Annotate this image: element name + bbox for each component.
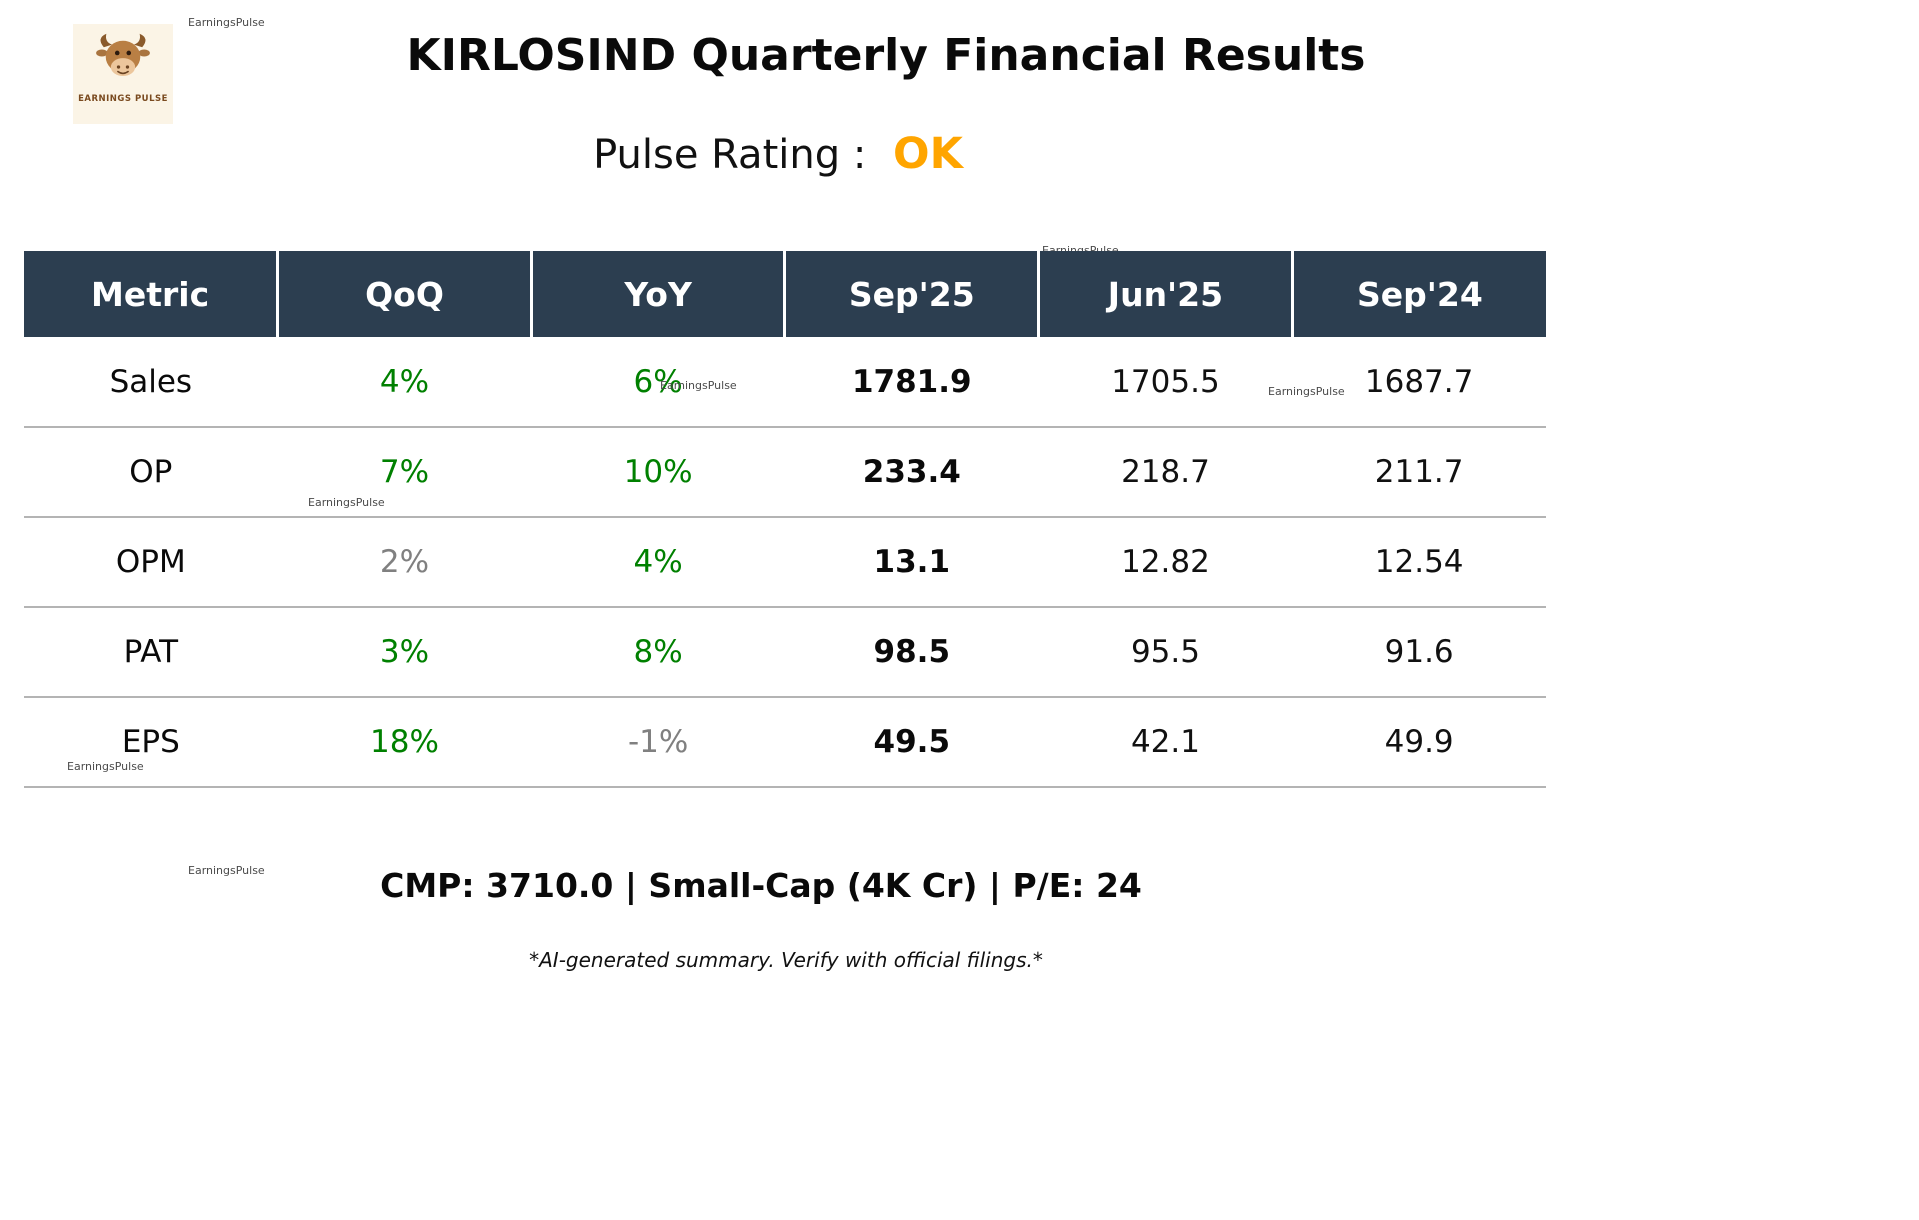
column-header-qoq: QoQ — [276, 251, 532, 337]
jun25-cell: 218.7 — [1038, 427, 1293, 518]
table-row-sales: Sales 4% 6% 1781.9 1705.5 1687.7 — [24, 337, 1546, 428]
table-row-opm: OPM 2% 4% 13.1 12.82 12.54 — [24, 517, 1546, 608]
yoy-cell: 4% — [531, 517, 785, 608]
header-row: Metric QoQ YoY Sep'25 Jun'25 Sep'24 — [24, 251, 1546, 337]
watermark: EarningsPulse — [188, 16, 265, 29]
jun25-cell: 12.82 — [1038, 517, 1293, 608]
sep25-cell: 13.1 — [784, 517, 1039, 608]
sep24-cell: 211.7 — [1292, 427, 1546, 518]
column-header-yoy: YoY — [529, 251, 785, 337]
metric-cell: EPS — [24, 697, 278, 788]
qoq-cell: 4% — [277, 337, 532, 428]
qoq-cell: 7% — [277, 427, 532, 518]
metric-cell: Sales — [24, 337, 278, 428]
table-row-op: OP 7% 10% 233.4 218.7 211.7 — [24, 427, 1546, 518]
bull-icon — [96, 33, 150, 76]
column-header-sep24: Sep'24 — [1290, 251, 1546, 337]
ai-disclaimer: *AI-generated summary. Verify with offic… — [529, 948, 1043, 972]
pulse-rating-value: OK — [893, 129, 963, 179]
sep25-cell: 49.5 — [784, 697, 1039, 788]
yoy-cell: 6% — [531, 337, 785, 428]
watermark: EarningsPulse — [188, 864, 265, 877]
yoy-cell: 8% — [531, 607, 785, 698]
watermark: EarningsPulse — [67, 760, 144, 773]
column-header-metric: Metric — [24, 251, 278, 337]
financials-table: Metric QoQ YoY Sep'25 Jun'25 Sep'24 Sale… — [24, 251, 1546, 788]
table-row-pat: PAT 3% 8% 98.5 95.5 91.6 — [24, 607, 1546, 698]
qoq-cell: 3% — [277, 607, 532, 698]
cmp-summary: CMP: 3710.0 | Small-Cap (4K Cr) | P/E: 2… — [380, 866, 1142, 905]
column-header-sep25: Sep'25 — [783, 251, 1039, 337]
page-title: KIRLOSIND Quarterly Financial Results — [406, 30, 1366, 81]
watermark: EarningsPulse — [1268, 385, 1345, 398]
yoy-cell: 10% — [531, 427, 785, 518]
metric-cell: OP — [24, 427, 278, 518]
sep24-cell: 12.54 — [1292, 517, 1546, 608]
metric-cell: PAT — [24, 607, 278, 698]
jun25-cell: 42.1 — [1038, 697, 1293, 788]
sep24-cell: 1687.7 — [1292, 337, 1546, 428]
table-row-eps: EPS 18% -1% 49.5 42.1 49.9 — [24, 697, 1546, 788]
sep24-cell: 49.9 — [1292, 697, 1546, 788]
sep25-cell: 98.5 — [784, 607, 1039, 698]
qoq-cell: 2% — [277, 517, 532, 608]
qoq-cell: 18% — [277, 697, 532, 788]
earnings-pulse-logo: EARNINGS PULSE — [73, 24, 173, 124]
sep25-cell: 233.4 — [784, 427, 1039, 518]
sep24-cell: 91.6 — [1292, 607, 1546, 698]
jun25-cell: 1705.5 — [1038, 337, 1293, 428]
pulse-rating: Pulse Rating : OK — [0, 126, 1556, 183]
yoy-cell: -1% — [531, 697, 785, 788]
sep25-cell: 1781.9 — [784, 337, 1039, 428]
watermark: EarningsPulse — [308, 496, 385, 509]
column-header-jun25: Jun'25 — [1037, 251, 1293, 337]
pulse-rating-label: Pulse Rating : — [593, 132, 867, 178]
metric-cell: OPM — [24, 517, 278, 608]
logo-caption: EARNINGS PULSE — [78, 94, 168, 104]
watermark: EarningsPulse — [660, 379, 737, 392]
jun25-cell: 95.5 — [1038, 607, 1293, 698]
